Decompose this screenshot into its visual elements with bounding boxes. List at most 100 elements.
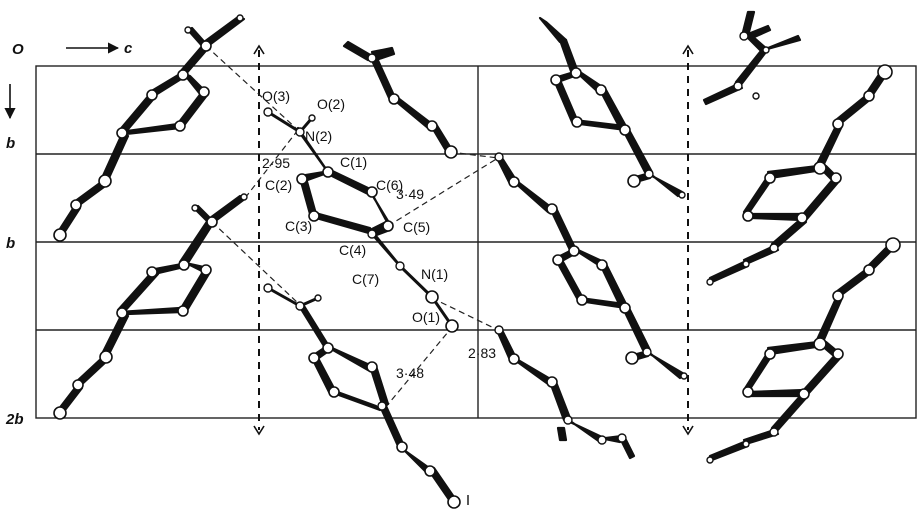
contact-lines bbox=[205, 45, 499, 409]
bond bbox=[554, 258, 586, 302]
atom bbox=[706, 456, 714, 464]
bond bbox=[100, 132, 130, 182]
label-c3: C(3) bbox=[285, 218, 312, 234]
atom bbox=[177, 69, 189, 81]
atom-c6 bbox=[366, 186, 378, 198]
label-c6: C(6) bbox=[376, 177, 403, 193]
bond bbox=[296, 302, 332, 350]
atom bbox=[508, 353, 520, 365]
bond bbox=[556, 426, 568, 442]
atom bbox=[322, 342, 334, 354]
label-o2: O(2) bbox=[317, 96, 345, 112]
atom-c5 bbox=[382, 220, 394, 232]
atom bbox=[617, 433, 627, 443]
bond bbox=[538, 16, 568, 44]
atom bbox=[680, 372, 688, 380]
atom bbox=[885, 237, 901, 253]
atom bbox=[752, 92, 760, 100]
atom bbox=[308, 352, 320, 364]
atom bbox=[619, 302, 631, 314]
atom bbox=[764, 348, 776, 360]
atom bbox=[494, 152, 504, 162]
atom bbox=[568, 245, 580, 257]
atom bbox=[813, 337, 827, 351]
screw-axis-left-top-mark bbox=[253, 44, 265, 55]
bond bbox=[744, 388, 806, 398]
screw-axis-right-bottom-mark bbox=[682, 425, 694, 436]
atom bbox=[552, 254, 564, 266]
bond bbox=[368, 54, 398, 102]
atom bbox=[116, 127, 128, 139]
screw-axis-left-bottom-mark bbox=[253, 425, 265, 436]
bond-o3-n2 bbox=[266, 110, 302, 134]
atom bbox=[742, 260, 750, 268]
atom bbox=[178, 259, 190, 271]
molecule-center-top bbox=[342, 40, 458, 159]
atom bbox=[742, 210, 754, 222]
atom-o3 bbox=[263, 107, 273, 117]
atom bbox=[314, 294, 322, 302]
contact-line-349b bbox=[449, 151, 499, 159]
atom bbox=[678, 191, 686, 199]
label-n1: N(1) bbox=[421, 266, 448, 282]
atom bbox=[424, 465, 436, 477]
two-b-label: 2b bbox=[5, 411, 24, 428]
atom bbox=[877, 64, 893, 80]
atom bbox=[236, 14, 244, 22]
bond bbox=[118, 306, 184, 316]
atom bbox=[627, 174, 641, 188]
bond bbox=[708, 260, 750, 284]
atom bbox=[198, 86, 210, 98]
atom bbox=[832, 118, 844, 130]
atom bbox=[99, 350, 113, 364]
bond bbox=[378, 404, 406, 448]
atom bbox=[571, 116, 583, 128]
molecule-left-lower bbox=[53, 193, 248, 420]
bond bbox=[100, 312, 130, 358]
label-c2: C(2) bbox=[265, 177, 292, 193]
origin-label: O bbox=[12, 41, 24, 58]
bond-c7-n1 bbox=[398, 264, 434, 299]
c-axis-label: c bbox=[124, 40, 133, 57]
atom bbox=[830, 172, 842, 184]
atom bbox=[70, 199, 82, 211]
atom bbox=[595, 84, 607, 96]
atom bbox=[184, 26, 192, 34]
unit-cell-grid bbox=[35, 65, 917, 419]
atom bbox=[576, 294, 588, 306]
atom bbox=[53, 228, 67, 242]
atom bbox=[798, 388, 810, 400]
atom bbox=[706, 278, 714, 286]
atom bbox=[769, 243, 779, 253]
bond bbox=[800, 352, 844, 396]
atom bbox=[619, 124, 631, 136]
atom bbox=[191, 204, 199, 212]
atom bbox=[769, 427, 779, 437]
bond bbox=[552, 78, 580, 124]
molecule-rightcenter-upper bbox=[538, 16, 686, 199]
contact-line-295 bbox=[244, 129, 299, 199]
atom bbox=[863, 264, 875, 276]
bond bbox=[644, 348, 686, 380]
b-row-label: b bbox=[6, 235, 15, 252]
atom bbox=[53, 406, 67, 420]
atom bbox=[563, 415, 573, 425]
atom bbox=[739, 31, 749, 41]
atom bbox=[444, 145, 458, 159]
bond bbox=[798, 176, 842, 222]
contact-line-mid bbox=[211, 221, 301, 306]
atom bbox=[596, 259, 608, 271]
atom bbox=[367, 53, 377, 63]
atom bbox=[494, 325, 504, 335]
atom bbox=[263, 283, 273, 293]
atom bbox=[200, 40, 212, 52]
label-o1: O(1) bbox=[412, 309, 440, 325]
atom bbox=[832, 348, 844, 360]
contact-line-349 bbox=[387, 157, 499, 227]
atom bbox=[644, 169, 654, 179]
atom bbox=[146, 266, 158, 278]
distance-349: 3·49 bbox=[396, 186, 424, 202]
bond bbox=[770, 392, 808, 434]
atom bbox=[863, 90, 875, 102]
bond bbox=[116, 270, 160, 314]
